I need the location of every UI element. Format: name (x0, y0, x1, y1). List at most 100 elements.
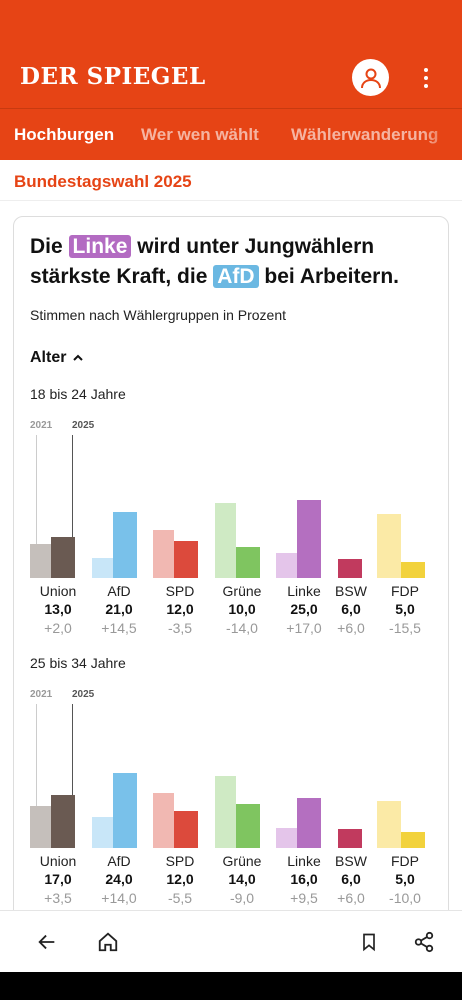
party-label: AfD (107, 853, 131, 869)
more-vertical-icon[interactable] (416, 64, 436, 92)
headline-text: bei Arbeitern. (264, 265, 400, 288)
party-label: Linke (287, 853, 321, 869)
bar-2021 (30, 805, 51, 848)
bar-2021 (92, 816, 113, 848)
party-label: SPD (165, 583, 195, 599)
diff-label: -15,5 (389, 620, 421, 636)
headline-text: wird unter Jungwählern stärkste Kraft, d… (30, 235, 375, 288)
share-icon[interactable] (411, 929, 437, 955)
reference-line-2025 (72, 704, 73, 795)
value-label: 6,0 (341, 601, 361, 617)
value-label: 21,0 (105, 601, 133, 617)
chart-title-18-24: 18 bis 24 Jahre (30, 386, 126, 402)
year-label-2025: 2025 (72, 420, 95, 431)
bottom-navigation (0, 910, 462, 972)
value-label: 16,0 (290, 871, 318, 887)
user-icon[interactable] (352, 59, 389, 96)
diff-label: +9,5 (290, 890, 318, 906)
tab-wer-wen-waehlt[interactable]: Wer wen wählt (141, 125, 259, 144)
value-label: 12,0 (166, 601, 194, 617)
value-label: 5,0 (395, 871, 415, 887)
chart-title-25-34: 25 bis 34 Jahre (30, 655, 126, 671)
bar-2025 (174, 540, 198, 578)
bar-2021 (30, 543, 51, 578)
tab-hochburgen[interactable]: Hochburgen (14, 125, 115, 144)
bar-2025 (338, 559, 362, 578)
headline-text: Die (30, 235, 63, 258)
bar-2025 (401, 562, 425, 578)
card-subtitle: Stimmen nach Wählergruppen in Prozent (30, 307, 287, 323)
home-icon[interactable] (95, 929, 121, 955)
bar-2025 (236, 804, 260, 848)
party-label: BSW (335, 853, 367, 869)
bar-2025 (51, 537, 75, 578)
value-label: 13,0 (44, 601, 72, 617)
party-label: FDP (391, 853, 419, 869)
bar-2025 (113, 773, 137, 848)
bar-2021 (153, 529, 174, 578)
bar-2021 (153, 793, 174, 848)
bar-2021 (215, 503, 236, 578)
value-label: 5,0 (395, 601, 415, 617)
diff-label: +6,0 (337, 620, 365, 636)
diff-label: +6,0 (337, 890, 365, 906)
diff-label: -3,5 (167, 620, 193, 636)
party-label: Union (39, 583, 77, 599)
diff-label: -10,0 (389, 890, 421, 906)
divider (0, 200, 462, 201)
party-label: Union (39, 853, 77, 869)
bar-2025 (51, 794, 75, 848)
tab-bar: Hochburgen Wer wen wählt Wählerwanderung (0, 108, 462, 160)
value-label: 10,0 (228, 601, 256, 617)
tab-waehlerwanderung[interactable]: Wählerwanderung (291, 125, 439, 144)
linke-highlight: Linke (68, 235, 132, 258)
diff-label: -14,0 (226, 620, 258, 636)
diff-label: +14,5 (101, 620, 137, 636)
filter-label: Alter (30, 349, 67, 366)
section-title: Bundestagswahl 2025 (14, 172, 192, 191)
year-label-2025: 2025 (72, 689, 95, 700)
diff-label: +17,0 (286, 620, 322, 636)
bar-2021 (92, 557, 113, 578)
bar-2021 (377, 801, 401, 848)
chevron-up-icon (73, 354, 84, 361)
value-label: 6,0 (341, 871, 361, 887)
spiegel-logo[interactable]: DER SPIEGEL (20, 63, 206, 90)
bar-2025 (297, 500, 321, 578)
bar-2025 (401, 832, 425, 848)
reference-line-2021 (36, 435, 37, 544)
bar-2021 (276, 553, 297, 578)
diff-label: +2,0 (44, 620, 72, 636)
reference-line-2021 (36, 704, 37, 806)
value-label: 25,0 (290, 601, 318, 617)
bar-2025 (174, 810, 198, 848)
bar-2025 (297, 798, 321, 848)
value-label: 12,0 (166, 871, 194, 887)
party-label: Grüne (222, 583, 262, 599)
year-label-2021: 2021 (30, 689, 53, 700)
bar-2025 (338, 829, 362, 848)
system-navigation-bar (0, 972, 462, 1000)
bookmark-icon[interactable] (356, 929, 382, 955)
bar-2021 (215, 776, 236, 848)
value-label: 17,0 (44, 871, 72, 887)
diff-label: -5,5 (167, 890, 193, 906)
tab-fade (422, 109, 462, 160)
party-label: Linke (287, 583, 321, 599)
value-label: 24,0 (105, 871, 133, 887)
bar-2021 (276, 827, 297, 848)
value-label: 14,0 (228, 871, 256, 887)
filter-toggle-alter[interactable]: Alter (30, 347, 84, 369)
party-label: SPD (165, 853, 195, 869)
diff-label: +3,5 (44, 890, 72, 906)
party-label: Grüne (222, 853, 262, 869)
diff-label: -9,0 (229, 890, 255, 906)
bar-2021 (377, 514, 401, 578)
app-header: DER SPIEGEL (0, 0, 462, 108)
reference-line-2025 (72, 435, 73, 538)
card-headline: Die Linke wird unter Jungwählern stärkst… (30, 232, 430, 292)
bar-2025 (236, 546, 260, 578)
back-arrow-icon[interactable] (34, 929, 60, 955)
party-label: AfD (107, 583, 131, 599)
year-label-2021: 2021 (30, 420, 53, 431)
